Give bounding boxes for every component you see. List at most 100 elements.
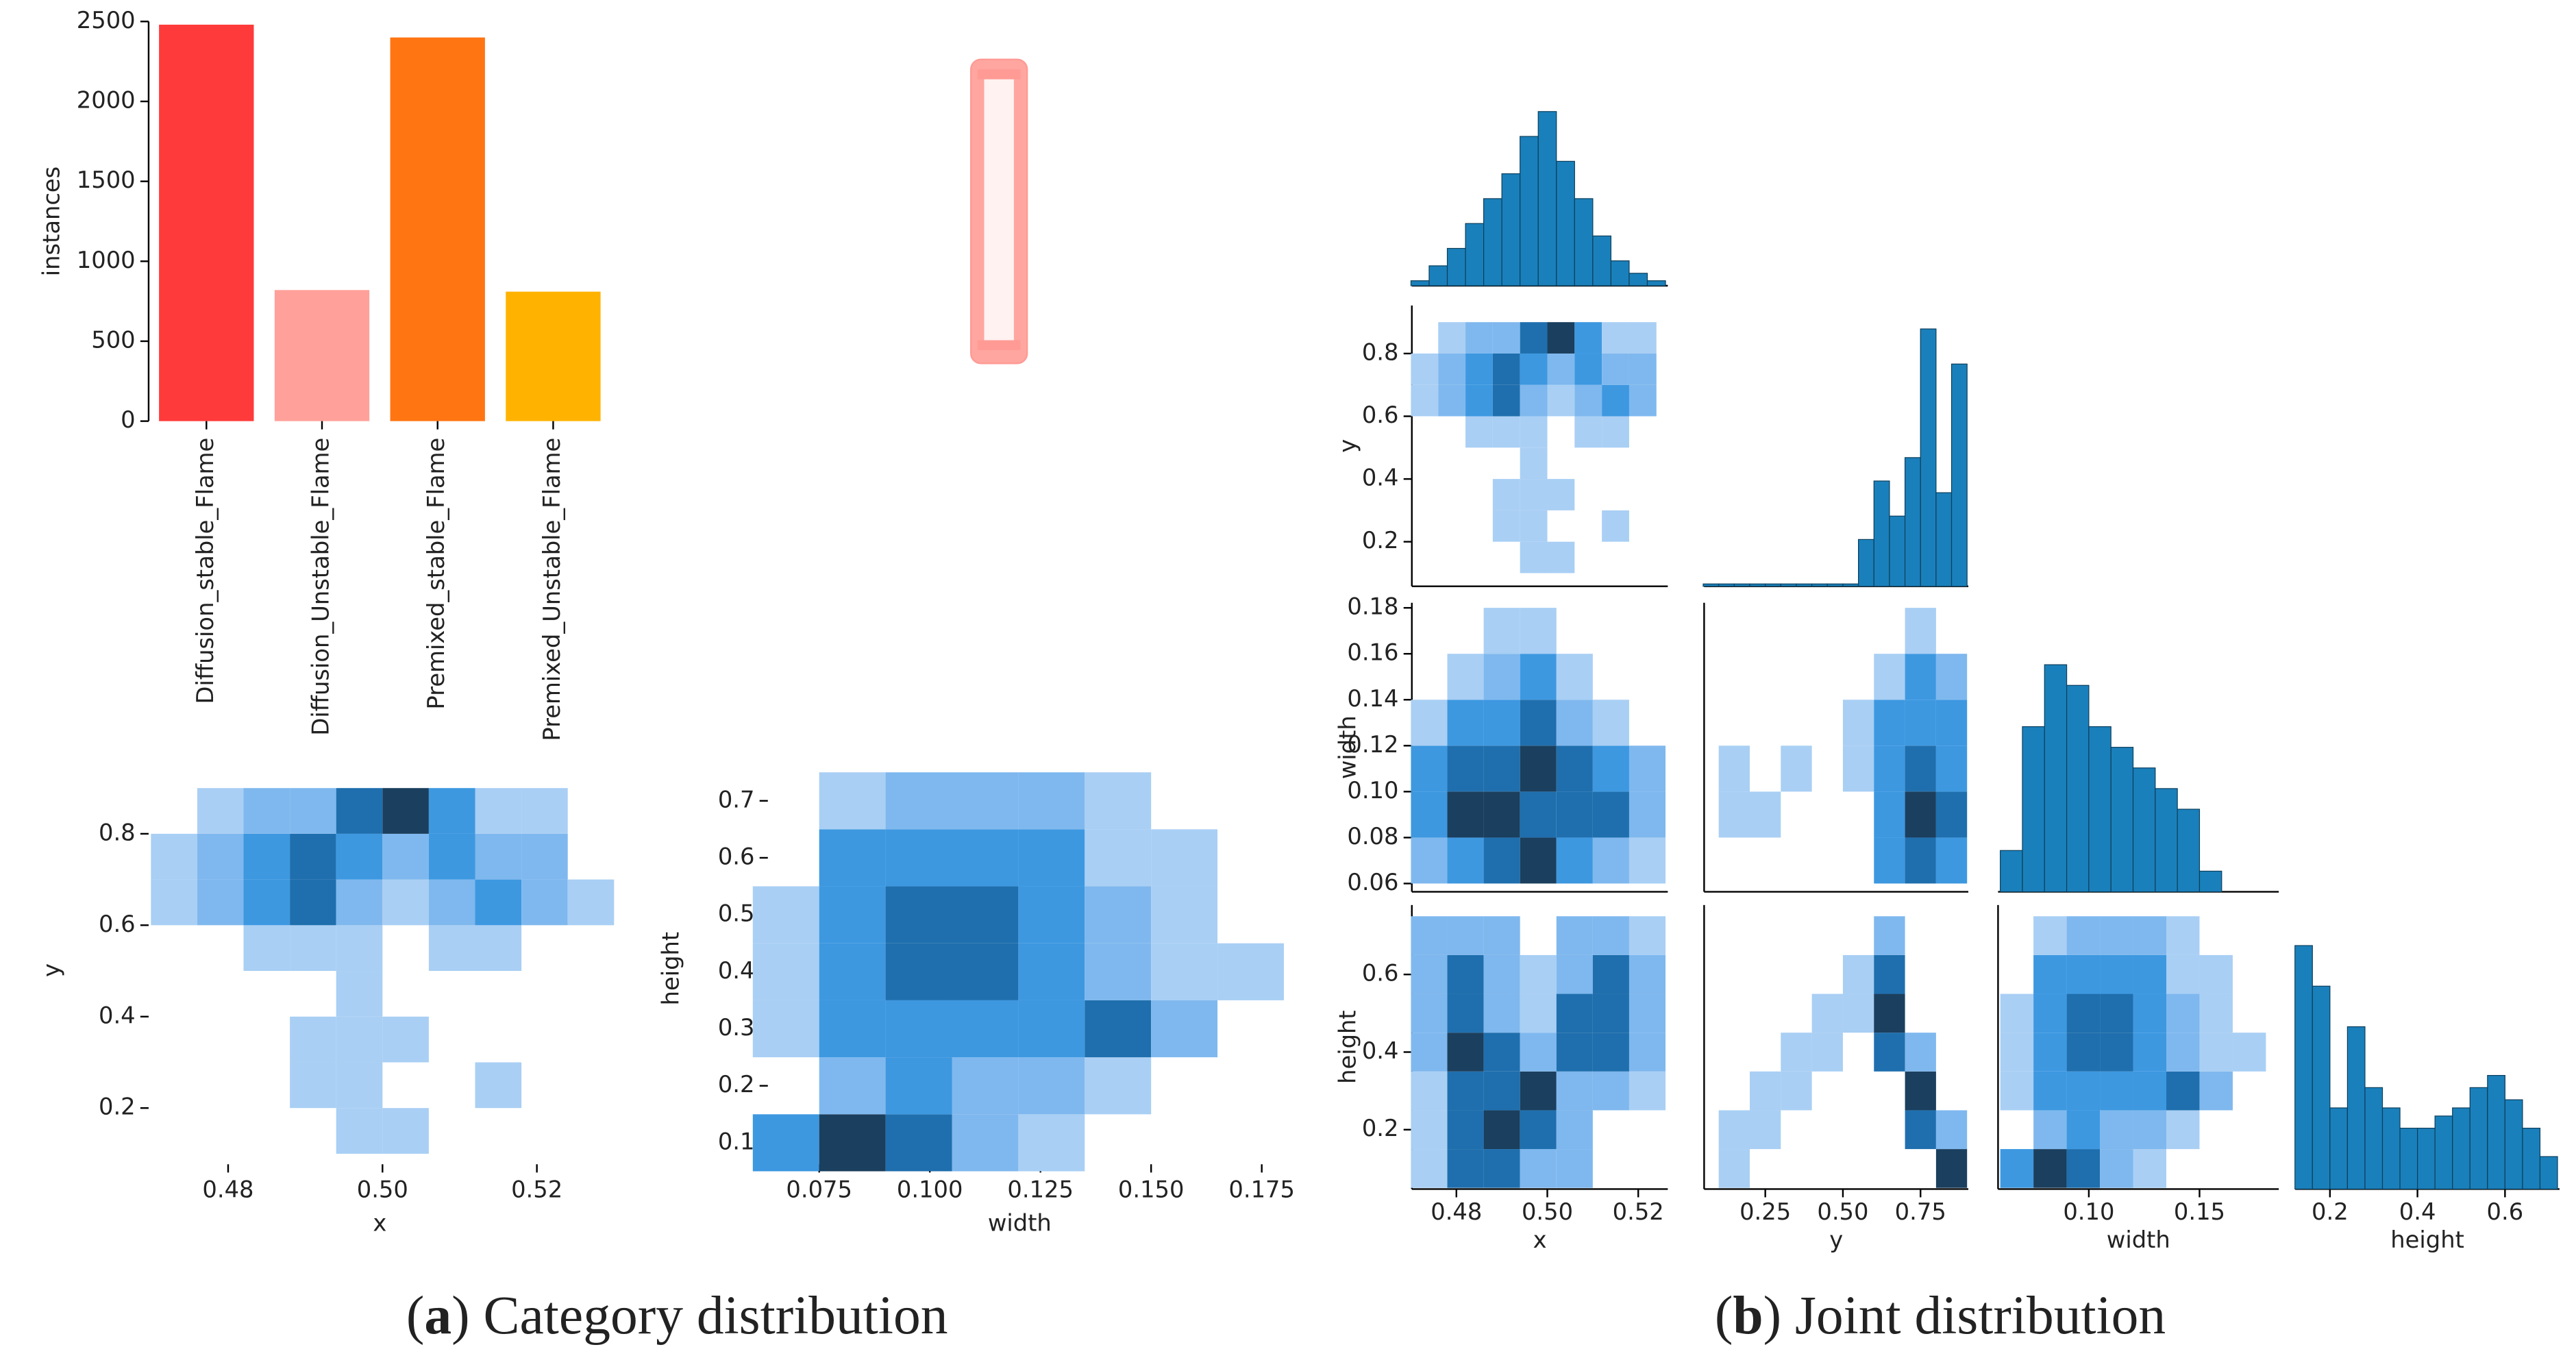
y-tick-label: 0.06 bbox=[1347, 869, 1398, 896]
heatmap-cell bbox=[1781, 837, 1811, 883]
heatmap-cell bbox=[1447, 916, 1484, 955]
heatmap-cell bbox=[2199, 1033, 2233, 1072]
heatmap-cell bbox=[1483, 608, 1520, 654]
heatmap-cell bbox=[290, 833, 336, 880]
heatmap-cell bbox=[336, 788, 383, 834]
hist-bar bbox=[2417, 1127, 2436, 1190]
heatmap-cell bbox=[1483, 916, 1520, 955]
heatmap-cell bbox=[2066, 954, 2101, 994]
heatmap-cell bbox=[753, 772, 819, 829]
hist-bar bbox=[1574, 198, 1594, 286]
heatmap-cell bbox=[1781, 1071, 1812, 1111]
y-tick-label: 0.6 bbox=[99, 911, 136, 937]
heatmap-cell bbox=[1812, 745, 1843, 791]
hist-bar bbox=[2329, 1107, 2349, 1190]
heatmap-cell bbox=[1411, 837, 1448, 884]
heatmap-cell bbox=[1629, 479, 1657, 510]
heatmap-cell bbox=[1465, 322, 1493, 354]
hist-bar bbox=[1428, 265, 1448, 286]
heatmap-cell bbox=[2100, 1033, 2133, 1072]
heatmap-cell bbox=[1905, 1071, 1936, 1111]
y-tick-label: 0.6 bbox=[1362, 402, 1399, 428]
hist-bar bbox=[2539, 1156, 2558, 1190]
heatmap-cell bbox=[1557, 608, 1593, 654]
heatmap-cell bbox=[151, 1108, 197, 1154]
heatmap-cell bbox=[243, 879, 290, 926]
heatmap-cell bbox=[1842, 700, 1874, 746]
heatmap-cell bbox=[1556, 1149, 1593, 1188]
heatmap-cell bbox=[1750, 1033, 1781, 1072]
heatmap-cell bbox=[1520, 416, 1548, 448]
heatmap-cell bbox=[2233, 1072, 2266, 1111]
y-tick-label: 2500 bbox=[77, 7, 136, 34]
heatmap-cell bbox=[1483, 1110, 1520, 1150]
heatmap-cell bbox=[197, 1062, 244, 1108]
bbox-layout-decoration bbox=[970, 58, 1028, 365]
heatmap-cell bbox=[290, 788, 336, 834]
heatmap-cell bbox=[1629, 447, 1657, 479]
heatmap-cell bbox=[1592, 1033, 1629, 1072]
heatmap-cell bbox=[1085, 772, 1152, 830]
heatmap-cell bbox=[1628, 791, 1666, 838]
heatmap-cell bbox=[382, 1016, 429, 1063]
heatmap-cell bbox=[244, 1017, 290, 1063]
heatmap-cell bbox=[1781, 1033, 1812, 1072]
x-axis-label: x bbox=[1533, 1226, 1547, 1253]
x-tick-label: 0.6 bbox=[2487, 1198, 2524, 1225]
heatmap-cell bbox=[1874, 1072, 1905, 1111]
heatmap-cell bbox=[568, 925, 615, 971]
heatmap-cell bbox=[429, 1062, 475, 1108]
heatmap-cell bbox=[1719, 1033, 1750, 1072]
heatmap-cell bbox=[1574, 322, 1602, 354]
heatmap-cell bbox=[819, 772, 886, 830]
hist-bar bbox=[2199, 870, 2222, 893]
heatmap-cell bbox=[1151, 829, 1218, 887]
heatmap-cell bbox=[243, 788, 290, 834]
heatmap-cell bbox=[1447, 993, 1484, 1033]
heatmap-cell bbox=[1574, 542, 1602, 573]
heatmap-cell bbox=[1750, 916, 1781, 955]
heatmap-cell bbox=[1936, 916, 1967, 955]
heatmap-cell bbox=[1935, 654, 1968, 700]
y-tick-label: 0.2 bbox=[99, 1094, 136, 1120]
heatmap-cell bbox=[521, 833, 568, 880]
heatmap-cell bbox=[1602, 353, 1629, 385]
heatmap-cell bbox=[1874, 745, 1905, 792]
heatmap-cell bbox=[521, 1108, 568, 1154]
x-tick-label: 0.25 bbox=[1739, 1198, 1791, 1225]
y-axis-label: instances bbox=[38, 166, 65, 276]
heatmap-cell bbox=[2133, 916, 2166, 955]
heatmap-cell bbox=[2233, 1149, 2266, 1188]
heatmap-cell bbox=[1492, 384, 1520, 417]
hist-bar bbox=[2469, 1087, 2488, 1190]
heatmap-cell bbox=[2166, 916, 2200, 955]
y-tick-label: 0.4 bbox=[99, 1002, 136, 1028]
heatmap-cell bbox=[2199, 954, 2233, 994]
heatmap-cell bbox=[1217, 829, 1284, 886]
heatmap-cell bbox=[521, 971, 568, 1017]
heatmap-cell bbox=[2033, 1110, 2067, 1150]
heatmap-cell bbox=[819, 829, 886, 887]
heatmap-cell bbox=[429, 1108, 475, 1154]
heatmap-cell bbox=[1411, 479, 1438, 510]
heatmap-cell bbox=[1874, 837, 1905, 884]
heatmap-cell bbox=[1520, 1110, 1557, 1150]
heatmap-cell bbox=[1842, 745, 1874, 792]
heatmap-cell bbox=[1548, 447, 1575, 479]
heatmap-cell bbox=[1811, 993, 1843, 1033]
heatmap-cell bbox=[1629, 542, 1657, 573]
heatmap-cell bbox=[1556, 654, 1593, 700]
x-tick-label: 0.2 bbox=[2312, 1198, 2349, 1225]
heatmap-cell bbox=[1411, 542, 1438, 573]
heatmap-cell bbox=[2033, 1149, 2067, 1188]
hist-bar bbox=[1446, 247, 1466, 286]
heatmap-cell bbox=[1085, 1057, 1152, 1115]
heatmap-cell bbox=[1874, 1149, 1905, 1188]
y-tick-label: 0.8 bbox=[99, 819, 136, 845]
heatmap-cell bbox=[336, 833, 383, 880]
heatmap-cell bbox=[1935, 1149, 1968, 1188]
hist-bar bbox=[2504, 1099, 2523, 1190]
heatmap-cell bbox=[1843, 916, 1874, 955]
heatmap-cell bbox=[2001, 1110, 2033, 1149]
